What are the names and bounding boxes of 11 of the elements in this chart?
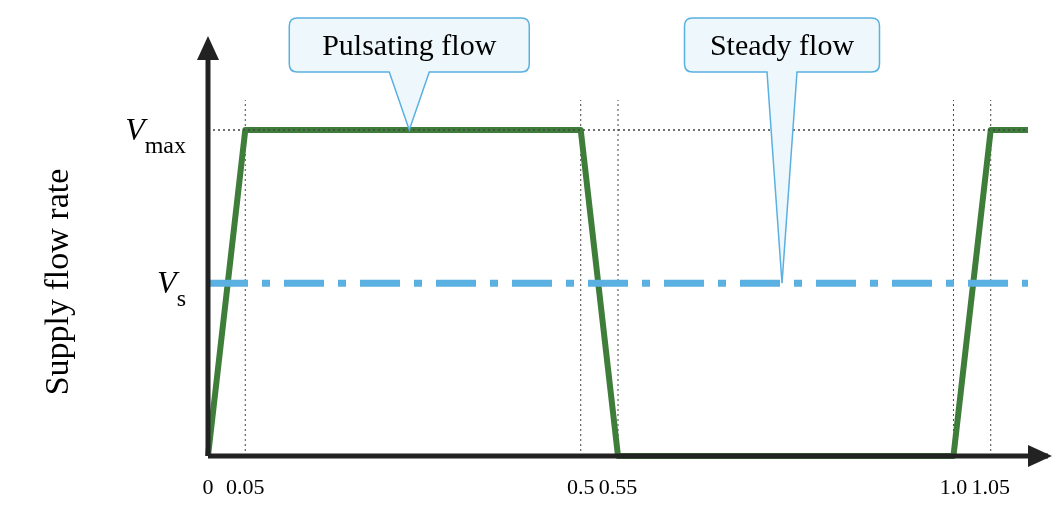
annotation: Pulsating flow (322, 28, 497, 61)
x-tick-label: 0 (202, 474, 214, 499)
x-tick-label: 0.5 (566, 474, 595, 499)
x-tick-label: 0.55 (598, 474, 638, 499)
x-tick-label: 1.0 (939, 474, 968, 499)
x-tick-label: 0.05 (226, 474, 265, 499)
ref-line-label: V$_{max}$ (125, 111, 186, 158)
y-axis-title: Supply flow rate (37, 168, 75, 396)
x-tick-label: 1.05 (971, 474, 1010, 499)
ref-line-label: V$_{s}$ (157, 264, 186, 312)
text: Steady flow (709, 28, 855, 61)
